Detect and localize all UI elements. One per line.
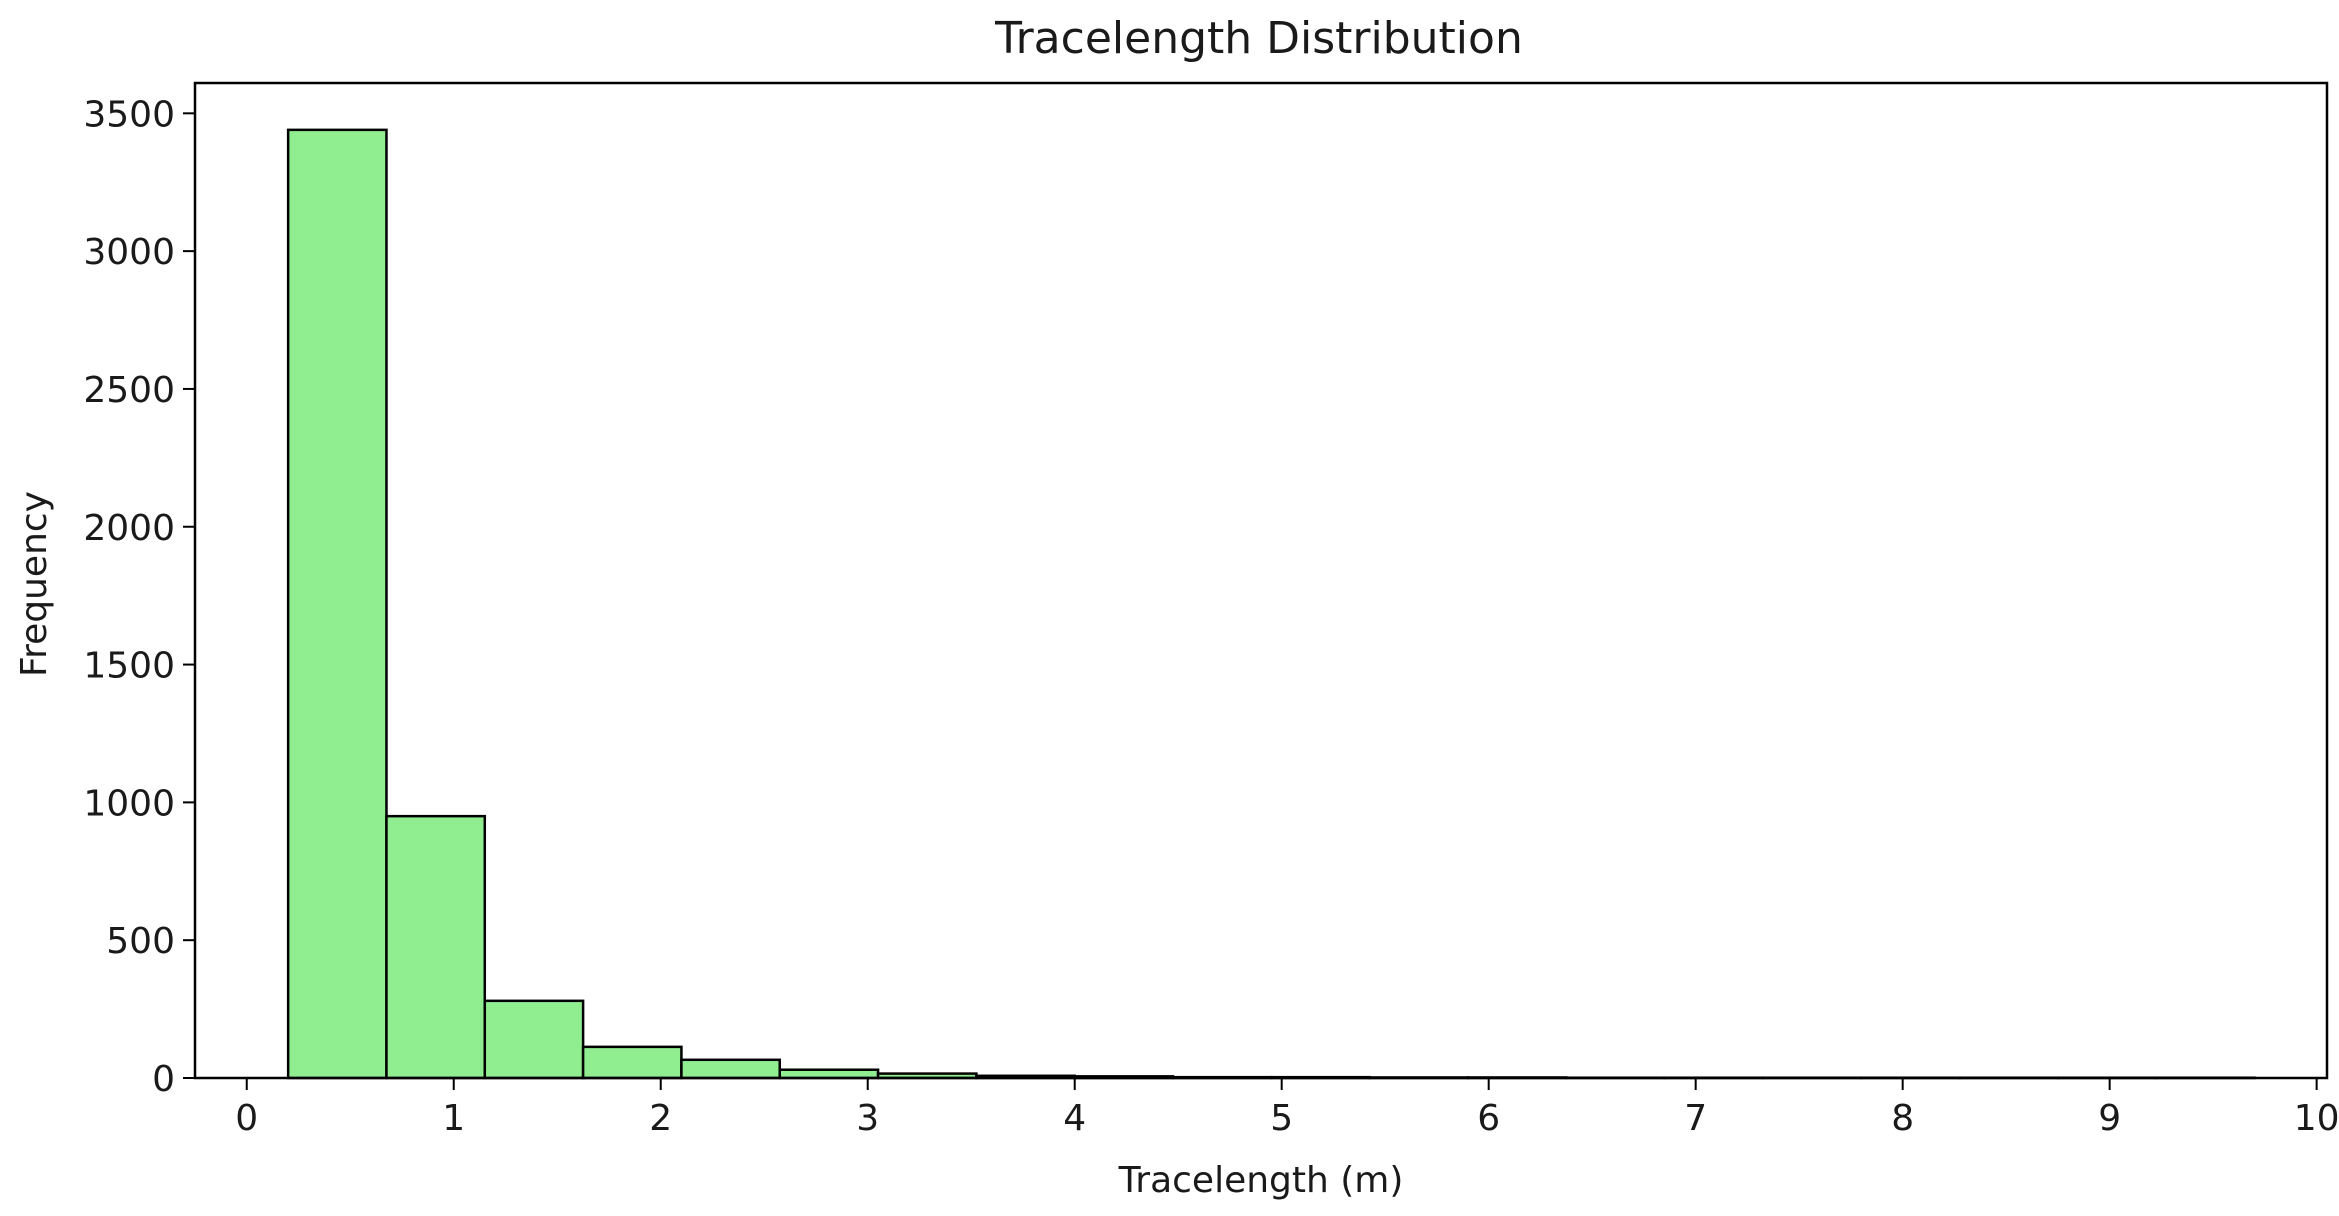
x-tick-label: 3 xyxy=(856,1098,879,1139)
y-tick-label: 2500 xyxy=(83,370,175,411)
x-tick-label: 10 xyxy=(2294,1098,2339,1139)
y-tick-label: 1000 xyxy=(83,783,175,824)
histogram-bar xyxy=(483,999,585,1080)
x-axis-label: Tracelength (m) xyxy=(1118,1160,1404,1201)
bars-group xyxy=(286,128,2256,1080)
histogram-bar xyxy=(680,1058,781,1080)
x-tick-label: 4 xyxy=(1063,1098,1086,1139)
x-tick-label: 9 xyxy=(2098,1098,2121,1139)
plot-area-frame xyxy=(193,81,2329,1080)
y-tick-label: 1500 xyxy=(83,646,175,687)
histogram-bar xyxy=(286,128,388,1080)
x-axis-ticks: 0 1 2 3 4 5 6 7 8 9 10 xyxy=(235,1078,2339,1139)
chart-title: Tracelength Distribution xyxy=(994,13,1523,64)
y-tick-label: 500 xyxy=(106,921,175,962)
x-tick-label: 2 xyxy=(649,1098,672,1139)
y-tick-label: 0 xyxy=(152,1059,175,1100)
x-tick-label: 0 xyxy=(235,1098,258,1139)
histogram-bar xyxy=(581,1045,683,1080)
x-tick-label: 1 xyxy=(442,1098,465,1139)
x-tick-label: 7 xyxy=(1684,1098,1707,1139)
y-tick-label: 3000 xyxy=(83,232,175,273)
y-axis-ticks: 0 500 1000 1500 2000 2500 3000 3500 xyxy=(83,94,195,1100)
x-tick-label: 5 xyxy=(1270,1098,1293,1139)
x-tick-label: 6 xyxy=(1477,1098,1500,1139)
x-tick-label: 8 xyxy=(1891,1098,1914,1139)
y-tick-label: 3500 xyxy=(83,94,175,135)
histogram-bar xyxy=(385,814,487,1080)
y-axis-label: Frequency xyxy=(14,491,55,677)
y-tick-label: 2000 xyxy=(83,508,175,549)
